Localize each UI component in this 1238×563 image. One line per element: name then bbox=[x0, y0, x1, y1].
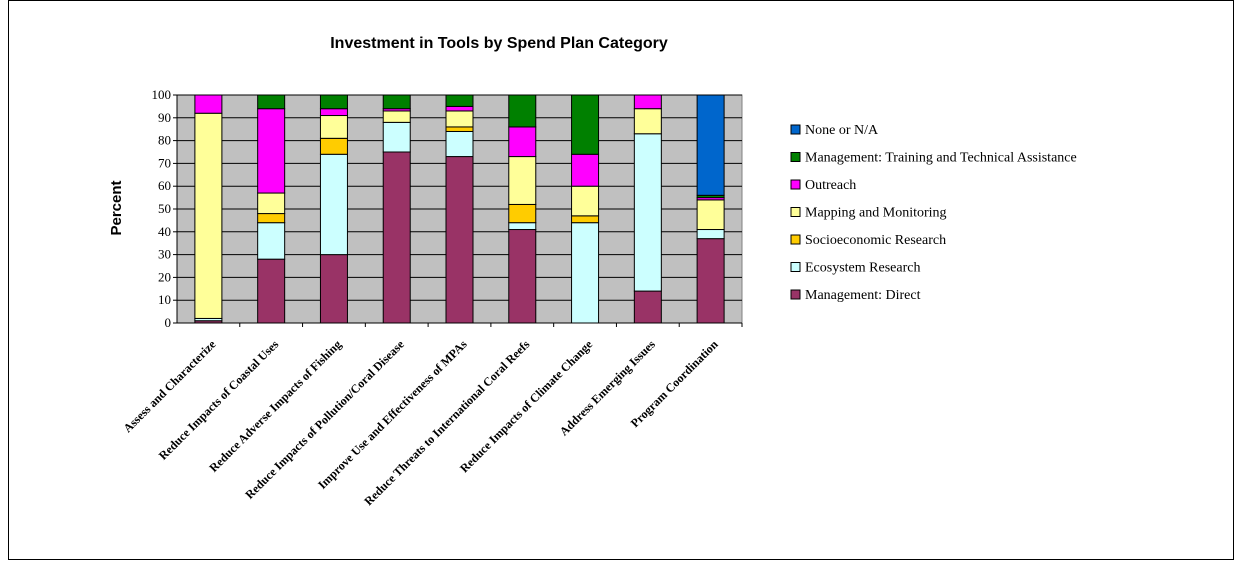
y-tick-label: 50 bbox=[158, 201, 171, 216]
bar-segment bbox=[194, 94, 223, 114]
y-tick-label: 60 bbox=[158, 178, 171, 193]
bar-segment bbox=[571, 222, 600, 324]
y-tick-label: 0 bbox=[165, 315, 172, 330]
bar-segment bbox=[633, 108, 662, 135]
bar-segment bbox=[508, 156, 537, 205]
bar-segment bbox=[445, 105, 474, 112]
legend-swatch bbox=[790, 289, 801, 300]
bar-segment bbox=[319, 94, 348, 110]
x-tick-label: Reduce Adverse Impacts of Fishing bbox=[206, 337, 344, 475]
bar-segment bbox=[445, 126, 474, 132]
bar-segment bbox=[319, 137, 348, 155]
legend: None or N/A Management: Training and Tech… bbox=[790, 123, 1077, 303]
y-tick-label: 70 bbox=[158, 155, 171, 170]
bar-segment bbox=[257, 222, 286, 260]
bar-segment bbox=[445, 156, 474, 324]
bar-segment bbox=[633, 290, 662, 324]
x-tick-label: Reduce Impacts of Climate Change bbox=[457, 337, 596, 476]
legend-label: Ecosystem Research bbox=[805, 261, 920, 276]
bar-segment bbox=[445, 94, 474, 107]
x-tick-label: Reduce Impacts of Coastal Uses bbox=[156, 337, 282, 463]
bar-segment bbox=[696, 229, 725, 240]
bar-segment bbox=[257, 258, 286, 324]
legend-swatch bbox=[790, 207, 801, 217]
bar-segment bbox=[508, 229, 537, 324]
chart-area: Investment in Tools by Spend Plan Catego… bbox=[8, 0, 1234, 560]
bar-segment bbox=[257, 192, 286, 215]
bar-segment bbox=[696, 94, 725, 196]
bar-segment bbox=[257, 213, 286, 224]
legend-label: Management: Training and Technical Assis… bbox=[805, 151, 1077, 166]
chart-canvas: Investment in Tools by Spend Plan Catego… bbox=[108, 35, 1077, 508]
bar-segment bbox=[319, 108, 348, 117]
bar-segment bbox=[633, 94, 662, 110]
legend-label: Socioeconomic Research bbox=[805, 233, 946, 248]
y-tick-label: 90 bbox=[158, 110, 171, 125]
bar-segment bbox=[508, 203, 537, 224]
bar-segment bbox=[571, 94, 600, 155]
legend-swatch bbox=[790, 262, 801, 272]
bar-segment bbox=[696, 238, 725, 324]
bar-segment bbox=[508, 222, 537, 231]
legend-label: None or N/A bbox=[805, 123, 879, 138]
legend-label: Management: Direct bbox=[805, 288, 921, 303]
y-tick-label: 100 bbox=[152, 87, 172, 102]
legend-swatch bbox=[790, 152, 801, 162]
bar-segment bbox=[445, 110, 474, 128]
legend-label: Mapping and Monitoring bbox=[805, 206, 947, 221]
bar-segment bbox=[508, 126, 537, 158]
bar-segment bbox=[382, 110, 411, 123]
bar-segment bbox=[696, 199, 725, 231]
bar-segment bbox=[257, 108, 286, 194]
y-tick-label: 80 bbox=[158, 133, 171, 148]
bar-segment bbox=[382, 151, 411, 324]
bar-segment bbox=[633, 133, 662, 292]
legend-label: Outreach bbox=[805, 178, 856, 193]
bar-segment bbox=[571, 215, 600, 224]
legend-swatch bbox=[790, 179, 801, 190]
bar-segment bbox=[571, 153, 600, 187]
bar-segment bbox=[445, 130, 474, 158]
bar-segment bbox=[194, 112, 223, 319]
legend-swatch bbox=[790, 124, 801, 135]
bar-segment bbox=[382, 94, 411, 110]
bar-segment bbox=[508, 94, 537, 128]
bar-segment bbox=[571, 185, 600, 217]
chart-title: Investment in Tools by Spend Plan Catego… bbox=[330, 35, 668, 52]
bar-segment bbox=[257, 94, 286, 110]
y-tick-label: 30 bbox=[158, 247, 171, 262]
bar-segment bbox=[319, 153, 348, 256]
bar-segment bbox=[319, 115, 348, 139]
bar-segment bbox=[319, 254, 348, 324]
bar-segment bbox=[382, 121, 411, 153]
y-tick-label: 10 bbox=[158, 292, 171, 307]
y-axis-label: Percent bbox=[108, 180, 125, 235]
y-tick-label: 20 bbox=[158, 269, 171, 284]
y-tick-label: 40 bbox=[158, 224, 171, 239]
legend-swatch bbox=[790, 234, 801, 245]
